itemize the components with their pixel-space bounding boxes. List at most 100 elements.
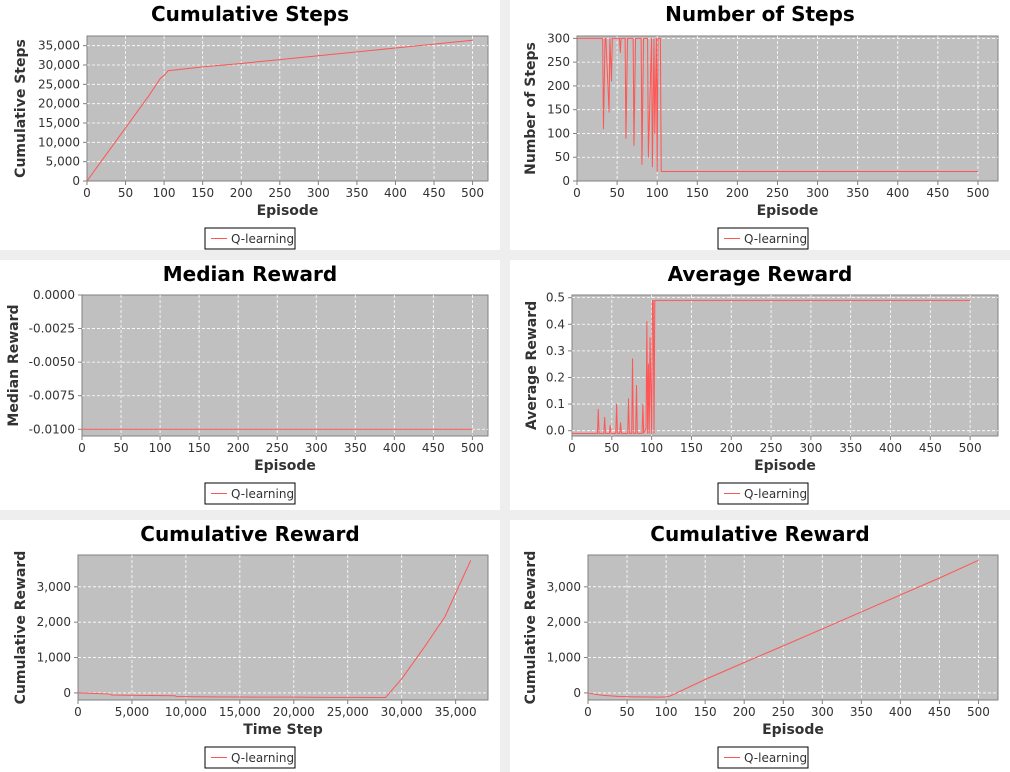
x-tick-label: 300 (811, 705, 834, 719)
x-tick-label: 35,000 (435, 705, 477, 719)
y-tick-label: 0.4 (546, 317, 565, 331)
y-tick-label: 0 (573, 686, 581, 700)
y-tick-label: 50 (555, 150, 570, 164)
chart-title: Average Reward (668, 262, 853, 286)
x-tick-label: 350 (345, 186, 368, 200)
chart-title: Cumulative Reward (140, 522, 359, 546)
x-tick-label: 0 (83, 186, 91, 200)
x-tick-label: 500 (967, 705, 990, 719)
x-tick-label: 350 (846, 186, 869, 200)
y-tick-label: 250 (547, 55, 570, 69)
y-tick-label: 0 (72, 174, 80, 188)
y-tick-label: 300 (547, 31, 570, 45)
y-tick-label: -0.0100 (29, 422, 75, 436)
y-tick-label: 2,000 (547, 615, 581, 629)
x-tick-label: 400 (879, 441, 902, 455)
y-tick-label: 200 (547, 79, 570, 93)
legend-label: Q-learning (744, 232, 807, 246)
chart-svg: Cumulative Reward 0 5,000 10,000 15,000 20,00… (13, 522, 489, 769)
chart-svg: Number of Steps 0 50 100 150 200 250 300 350 400 4… (523, 2, 999, 250)
chart-panel-median-reward: Median Reward 0 50 100 150 200 250 300 350 400 450… (0, 260, 500, 510)
chart-title: Median Reward (163, 262, 337, 286)
x-tick-label: 450 (423, 186, 446, 200)
y-tick-label: 20,000 (38, 97, 80, 111)
x-tick-label: 50 (118, 186, 133, 200)
y-axis-label: Average Reward (524, 301, 540, 430)
legend: Q-learning (717, 746, 809, 769)
x-tick-label: 150 (694, 705, 717, 719)
x-tick-label: 500 (966, 186, 989, 200)
legend: Q-learning (717, 482, 809, 505)
y-tick-label: 0.0 (546, 424, 565, 438)
x-tick-label: 50 (619, 705, 634, 719)
series-line (572, 299, 971, 434)
x-tick-label: 0 (74, 705, 82, 719)
x-tick-label: 150 (188, 441, 211, 455)
x-tick-label: 10,000 (165, 705, 207, 719)
y-tick-label: 1,000 (37, 651, 71, 665)
x-tick-label: 250 (760, 441, 783, 455)
y-tick-label: 25,000 (38, 77, 80, 91)
y-tick-label: -0.0050 (29, 355, 75, 369)
y-tick-label: 30,000 (38, 58, 80, 72)
x-tick-label: 350 (839, 441, 862, 455)
x-tick-label: 150 (680, 441, 703, 455)
x-tick-label: 20,000 (273, 705, 315, 719)
x-tick-label: 500 (461, 441, 484, 455)
y-tick-label: 0.2 (546, 370, 565, 384)
y-tick-label: 10,000 (38, 135, 80, 149)
chart-svg: Cumulative Reward 0 50 100 150 200 250 300 350 40… (523, 522, 999, 769)
chart-svg: Median Reward 0 50 100 150 200 250 300 350 400 450… (6, 262, 489, 505)
x-tick-label: 50 (113, 441, 128, 455)
x-tick-label: 500 (959, 441, 982, 455)
plot-area (587, 554, 999, 701)
x-tick-label: 400 (384, 186, 407, 200)
y-tick-label: -0.0075 (29, 389, 75, 403)
x-tick-label: 400 (886, 186, 909, 200)
legend-label: Q-learning (744, 487, 807, 501)
chart-title: Number of Steps (665, 2, 855, 26)
y-tick-label: 15,000 (38, 116, 80, 130)
y-tick-label: 0.3 (546, 344, 565, 358)
x-axis-label: Episode (762, 722, 824, 738)
x-tick-label: 0 (584, 705, 592, 719)
y-tick-label: 1,000 (547, 651, 581, 665)
plot-area (576, 35, 999, 182)
x-tick-label: 300 (305, 441, 328, 455)
x-tick-label: 200 (227, 441, 250, 455)
x-tick-label: 100 (640, 441, 663, 455)
x-tick-label: 250 (268, 186, 291, 200)
x-axis-label: Episode (254, 458, 316, 474)
x-tick-label: 200 (726, 186, 749, 200)
x-tick-label: 50 (604, 441, 619, 455)
legend-label: Q-learning (231, 487, 294, 501)
chart-svg: Average Reward 0 50 100 150 200 250 300 350 400 45… (524, 262, 999, 505)
x-tick-label: 250 (266, 441, 289, 455)
y-tick-label: -0.0025 (29, 322, 75, 336)
y-tick-label: 0.5 (546, 291, 565, 305)
x-tick-label: 300 (799, 441, 822, 455)
x-tick-label: 15,000 (219, 705, 261, 719)
x-tick-label: 450 (928, 705, 951, 719)
x-tick-label: 250 (772, 705, 795, 719)
chart-panel-average-reward: Average Reward 0 50 100 150 200 250 300 350 400 45… (510, 260, 1010, 510)
plot-area (77, 554, 489, 701)
x-tick-label: 100 (149, 441, 172, 455)
x-axis-label: Episode (754, 458, 816, 474)
x-tick-label: 450 (422, 441, 445, 455)
x-tick-label: 200 (230, 186, 253, 200)
chart-panel-cumulative-reward-episode: Cumulative Reward 0 50 100 150 200 250 300 350 40… (510, 520, 1010, 772)
x-tick-label: 300 (806, 186, 829, 200)
x-tick-label: 350 (850, 705, 873, 719)
x-tick-label: 5,000 (115, 705, 149, 719)
series-line (86, 39, 473, 182)
x-tick-label: 0 (568, 441, 576, 455)
x-tick-label: 500 (461, 186, 484, 200)
legend: Q-learning (717, 227, 809, 250)
y-tick-label: 0 (63, 686, 71, 700)
x-tick-label: 400 (889, 705, 912, 719)
x-tick-label: 0 (78, 441, 86, 455)
x-tick-label: 25,000 (327, 705, 369, 719)
x-tick-label: 150 (686, 186, 709, 200)
